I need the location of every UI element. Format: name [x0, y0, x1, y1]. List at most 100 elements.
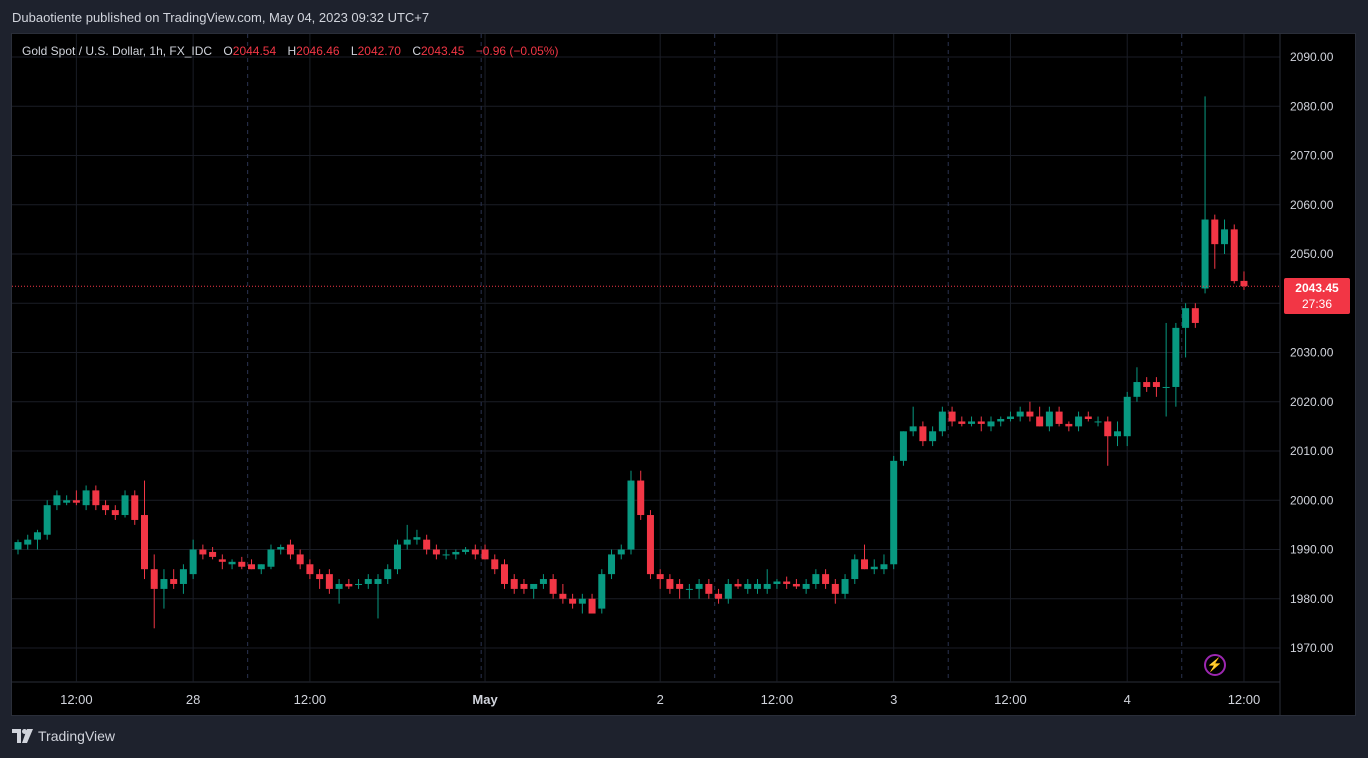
candle-body[interactable] — [92, 490, 100, 506]
candle-body[interactable] — [627, 480, 635, 550]
candle-body[interactable] — [43, 505, 51, 535]
candle-body[interactable] — [345, 583, 353, 587]
candle-body[interactable] — [140, 515, 148, 570]
candle-body[interactable] — [199, 549, 207, 555]
candle-body[interactable] — [335, 583, 343, 589]
candle-body[interactable] — [841, 579, 849, 594]
candle-body[interactable] — [170, 579, 178, 584]
candle-body[interactable] — [987, 421, 995, 427]
candle-body[interactable] — [812, 574, 820, 584]
candle-body[interactable] — [325, 574, 333, 589]
candle-body[interactable] — [1182, 308, 1190, 328]
candle-body[interactable] — [72, 500, 80, 503]
candle-body[interactable] — [1016, 411, 1024, 417]
candle-body[interactable] — [773, 581, 781, 584]
candle-body[interactable] — [14, 542, 22, 550]
candle-body[interactable] — [948, 411, 956, 422]
candle-body[interactable] — [111, 510, 119, 516]
candle-body[interactable] — [909, 426, 917, 432]
candle-body[interactable] — [102, 505, 110, 511]
candle-body[interactable] — [510, 579, 518, 589]
candle-body[interactable] — [539, 579, 547, 584]
candle-body[interactable] — [695, 583, 703, 589]
candle-body[interactable] — [423, 539, 431, 550]
candle-body[interactable] — [734, 583, 742, 587]
candle-body[interactable] — [880, 564, 888, 570]
candle-body[interactable] — [617, 549, 625, 555]
candle-body[interactable] — [218, 559, 226, 562]
candle-body[interactable] — [549, 579, 557, 594]
candle-body[interactable] — [705, 583, 713, 594]
candle-body[interactable] — [1045, 411, 1053, 427]
candle-body[interactable] — [121, 495, 129, 516]
lightning-icon[interactable]: ⚡ — [1204, 654, 1226, 676]
candle-body[interactable] — [744, 583, 752, 589]
candle-body[interactable] — [997, 418, 1005, 422]
candle-body[interactable] — [1123, 396, 1131, 437]
candle-body[interactable] — [228, 561, 236, 565]
candle-body[interactable] — [968, 421, 976, 424]
candle-body[interactable] — [1094, 421, 1102, 423]
candle-body[interactable] — [1240, 280, 1248, 287]
candle-body[interactable] — [530, 583, 538, 589]
candle-body[interactable] — [598, 574, 606, 609]
candle-body[interactable] — [403, 539, 411, 545]
candle-body[interactable] — [929, 431, 937, 442]
candle-body[interactable] — [24, 539, 32, 545]
candle-body[interactable] — [753, 583, 761, 589]
candle-body[interactable] — [520, 583, 528, 589]
symbol-title[interactable]: Gold Spot / U.S. Dollar, 1h, FX_IDC — [22, 44, 213, 58]
candle-body[interactable] — [491, 559, 499, 570]
candle-body[interactable] — [890, 460, 898, 565]
candle-body[interactable] — [364, 579, 372, 584]
candle-body[interactable] — [715, 593, 723, 599]
candle-body[interactable] — [1055, 411, 1063, 424]
candle-body[interactable] — [189, 549, 197, 575]
candle-body[interactable] — [831, 583, 839, 594]
candle-body[interactable] — [1211, 219, 1219, 245]
candle-body[interactable] — [1133, 382, 1141, 397]
candle-body[interactable] — [792, 583, 800, 587]
candle-body[interactable] — [822, 574, 830, 584]
candle-body[interactable] — [899, 431, 907, 461]
candle-body[interactable] — [277, 547, 285, 550]
candle-body[interactable] — [1143, 382, 1151, 387]
candle-body[interactable] — [977, 421, 985, 424]
candle-body[interactable] — [919, 426, 927, 442]
candle-body[interactable] — [33, 532, 41, 540]
candle-body[interactable] — [1201, 219, 1209, 289]
candle-body[interactable] — [569, 598, 577, 604]
candle-body[interactable] — [656, 574, 664, 580]
candle-body[interactable] — [267, 549, 275, 567]
candle-body[interactable] — [724, 583, 732, 599]
candle-body[interactable] — [646, 515, 654, 575]
candle-body[interactable] — [82, 490, 90, 506]
candle-body[interactable] — [150, 569, 158, 589]
candle-body[interactable] — [1104, 421, 1112, 437]
candle-body[interactable] — [209, 551, 217, 557]
candle-body[interactable] — [637, 480, 645, 516]
candle-body[interactable] — [666, 579, 674, 589]
candle-body[interactable] — [179, 569, 187, 584]
candle-body[interactable] — [1162, 386, 1170, 388]
candle-body[interactable] — [63, 500, 71, 503]
candle-body[interactable] — [432, 549, 440, 555]
candle-body[interactable] — [374, 579, 382, 584]
candle-body[interactable] — [958, 421, 966, 424]
candle-body[interactable] — [802, 583, 810, 589]
candle-body[interactable] — [559, 593, 567, 599]
candle-body[interactable] — [1230, 229, 1238, 282]
candle-body[interactable] — [131, 495, 139, 520]
candle-body[interactable] — [296, 554, 304, 565]
candle-body[interactable] — [870, 566, 878, 570]
candle-body[interactable] — [685, 588, 693, 590]
candle-body[interactable] — [462, 549, 470, 552]
candle-body[interactable] — [160, 579, 168, 589]
candle-body[interactable] — [248, 564, 256, 570]
candle-body[interactable] — [861, 559, 869, 570]
candle-body[interactable] — [471, 549, 479, 555]
candle-body[interactable] — [384, 569, 392, 580]
candle-body[interactable] — [1065, 423, 1073, 427]
candle-body[interactable] — [257, 564, 265, 570]
